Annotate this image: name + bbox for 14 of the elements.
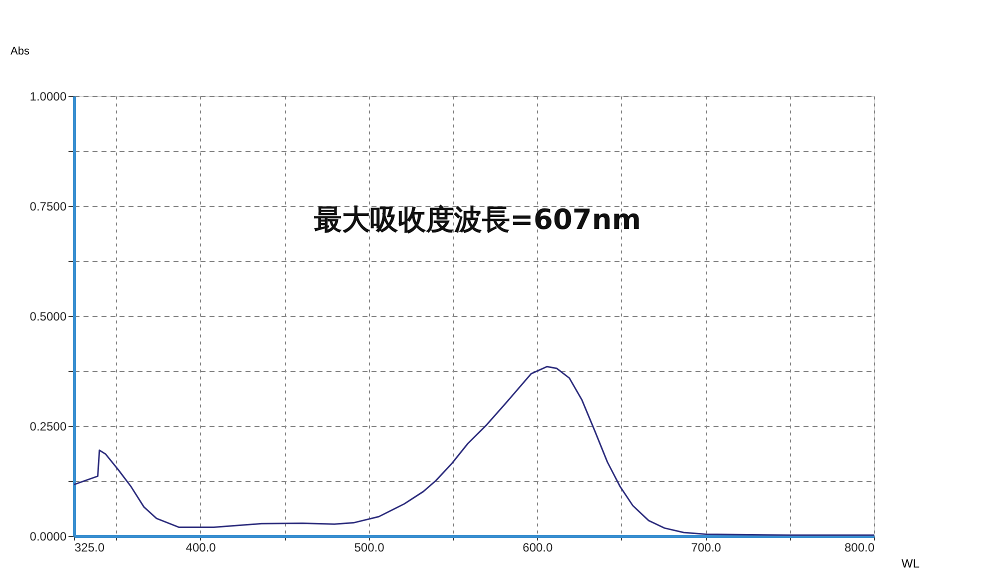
y-tick-label: 0.0000 — [30, 530, 67, 544]
x-tick-label: 700.0 — [691, 540, 722, 554]
x-tick-label: 800.0 — [844, 540, 875, 554]
y-tick-label: 1.0000 — [30, 90, 67, 104]
x-tick-label: 325.0 — [74, 540, 105, 554]
annotation: 最大吸收度波長=607nm — [313, 203, 642, 236]
x-axis-title: WL — [902, 556, 920, 570]
y-axis-title: Abs — [10, 46, 30, 58]
y-tick-label: 0.7500 — [30, 200, 67, 214]
y-tick-label: 0.5000 — [30, 310, 67, 324]
x-tick-label: 500.0 — [354, 540, 385, 554]
y-tick-label: 0.2500 — [30, 420, 67, 434]
x-tick-label: 400.0 — [186, 540, 216, 554]
x-tick-label: 600.0 — [522, 540, 553, 554]
